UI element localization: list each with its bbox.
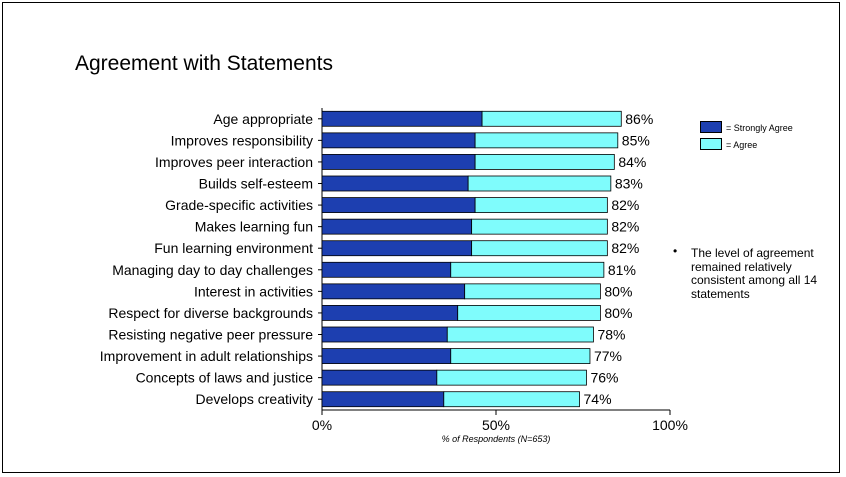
bar-strongly-agree (321, 175, 469, 192)
bar-agree (471, 240, 608, 257)
bar-strongly-agree (321, 240, 473, 257)
bar-strongly-agree (321, 283, 466, 300)
bar-agree (474, 154, 615, 170)
bar-agree (450, 348, 591, 364)
bar-strongly-agree (321, 261, 452, 278)
category-label: Resisting negative peer pressure (108, 327, 313, 343)
bar-strongly-agree (321, 197, 476, 213)
bar-strongly-agree (321, 305, 459, 321)
total-label: 82% (611, 197, 639, 213)
total-label: 80% (604, 283, 632, 299)
bar-agree (457, 305, 601, 321)
category-label: Develops creativity (196, 391, 314, 407)
category-label: Improves responsibility (171, 132, 313, 148)
note-text: The level of agreement remained relative… (691, 246, 818, 301)
total-label: 81% (608, 262, 636, 278)
category-label: Builds self-esteem (199, 176, 313, 192)
note-bullet: • (673, 244, 678, 258)
category-label: Age appropriate (213, 111, 313, 127)
x-axis-label: % of Respondents (N=653) (442, 434, 551, 444)
total-label: 84% (618, 154, 646, 170)
bar-strongly-agree (321, 326, 448, 343)
bar-agree (481, 110, 622, 127)
category-label: Improvement in adult relationships (100, 348, 313, 364)
total-label: 83% (615, 176, 643, 192)
bar-strongly-agree (321, 391, 445, 408)
category-label: Improves peer interaction (155, 154, 313, 170)
bar-agree (471, 218, 608, 235)
legend-swatch-agree (700, 138, 722, 150)
total-label: 82% (611, 240, 639, 256)
total-label: 74% (584, 391, 612, 407)
category-label: Managing day to day challenges (112, 262, 313, 278)
bar-strongly-agree (321, 154, 476, 170)
total-label: 85% (622, 132, 650, 148)
category-label: Grade-specific activities (165, 197, 313, 213)
bar-agree (443, 391, 580, 408)
bar-strongly-agree (321, 218, 473, 235)
bar-agree (464, 283, 601, 300)
legend-swatch-strongly-agree (700, 121, 722, 133)
bar-strongly-agree (321, 348, 452, 364)
bar-strongly-agree (321, 110, 483, 127)
legend-label-strongly-agree: = Strongly Agree (726, 123, 793, 133)
category-label: Concepts of laws and justice (136, 370, 314, 386)
total-label: 76% (590, 370, 618, 386)
category-label: Respect for diverse backgrounds (108, 305, 313, 321)
bar-strongly-agree (321, 369, 438, 386)
bar-agree (450, 261, 605, 278)
category-label: Makes learning fun (195, 219, 313, 235)
x-tick-label: 50% (482, 417, 510, 433)
chart-title: Agreement with Statements (75, 52, 333, 75)
total-label: 78% (597, 327, 625, 343)
bar-agree (474, 197, 608, 213)
bar-agree (467, 175, 612, 192)
bar-strongly-agree (321, 132, 476, 149)
bar-agree (436, 369, 587, 386)
category-label: Fun learning environment (154, 240, 313, 256)
legend-label-agree: = Agree (726, 140, 758, 150)
total-label: 80% (604, 305, 632, 321)
bar-agree (446, 326, 594, 343)
total-label: 77% (594, 348, 622, 364)
total-label: 82% (611, 219, 639, 235)
bar-agree (474, 132, 619, 149)
total-label: 86% (625, 111, 653, 127)
x-tick-label: 0% (312, 417, 332, 433)
x-tick-label: 100% (652, 417, 688, 433)
category-label: Interest in activities (194, 283, 313, 299)
